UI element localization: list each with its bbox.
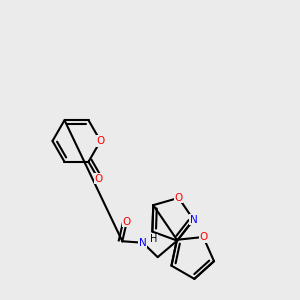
Text: H: H: [150, 234, 158, 244]
Text: O: O: [94, 174, 102, 184]
Text: O: O: [199, 232, 207, 242]
Text: O: O: [175, 193, 183, 203]
Text: O: O: [96, 136, 105, 146]
Text: N: N: [190, 215, 197, 225]
Text: N: N: [139, 238, 147, 248]
Text: O: O: [123, 217, 131, 227]
